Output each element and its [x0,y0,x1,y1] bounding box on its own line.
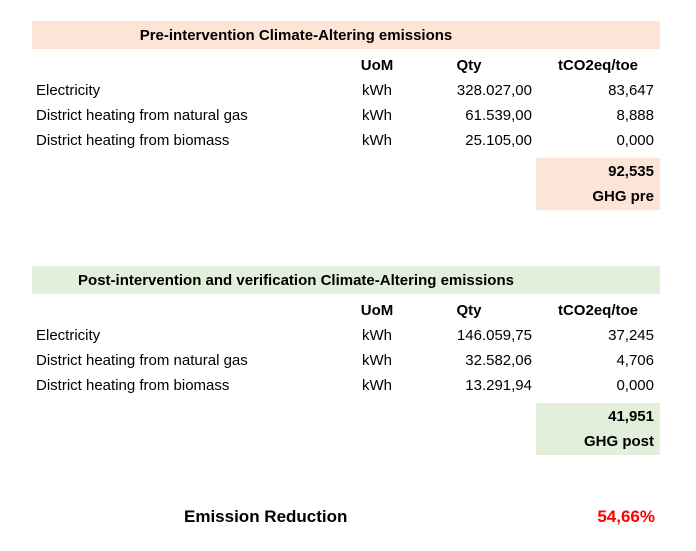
row-tco2: 8,888 [616,107,654,124]
row-label: Electricity [36,82,101,99]
table-row-biomass: District heating from biomass kWh 25.105… [32,128,660,153]
row-qty: 328.027,00 [456,82,532,99]
ghg-pre-total-value: 92,535 [608,163,654,180]
post-section-title: Post-intervention and verification Clima… [78,271,514,289]
row-label: District heating from natural gas [36,107,248,124]
row-tco2: 4,706 [616,352,654,369]
pre-column-header-row: UoM Qty tCO2eq/toe [32,53,660,78]
row-uom: kWh [362,132,392,149]
table-row-electricity: Electricity kWh 146.059,75 37,245 [32,323,660,348]
row-qty: 25.105,00 [465,132,532,149]
pre-col-header-uom: UoM [360,57,394,74]
pre-col-header-tco2: tCO2eq/toe [557,57,638,74]
ghg-pre-total-label: GHG pre [592,188,654,205]
post-section-header-band: Post-intervention and verification Clima… [32,266,660,294]
table-row-natural-gas: District heating from natural gas kWh 32… [32,348,660,373]
table-row-electricity: Electricity kWh 328.027,00 83,647 [32,78,660,103]
emission-reduction-label: Emission Reduction [184,507,348,526]
pre-section-title: Pre-intervention Climate-Altering emissi… [139,26,453,44]
row-qty: 32.582,06 [465,352,532,369]
ghg-pre-total-cell: 92,535 GHG pre [536,158,660,210]
row-tco2: 37,245 [608,327,654,344]
row-uom: kWh [362,107,392,124]
row-tco2: 0,000 [616,132,654,149]
table-row-biomass: District heating from biomass kWh 13.291… [32,373,660,398]
emission-reduction-value: 54,66% [597,507,655,526]
row-label: District heating from biomass [36,377,230,394]
row-qty: 146.059,75 [456,327,532,344]
row-uom: kWh [362,327,392,344]
row-label: District heating from biomass [36,132,230,149]
row-uom: kWh [362,377,392,394]
pre-intervention-section: Pre-intervention Climate-Altering emissi… [32,21,660,210]
emission-reduction-row: Emission Reduction 54,66% [32,504,660,534]
post-column-header-row: UoM Qty tCO2eq/toe [32,298,660,323]
ghg-post-total-label: GHG post [584,433,654,450]
post-col-header-qty: Qty [456,302,482,319]
row-tco2: 0,000 [616,377,654,394]
pre-col-header-qty: Qty [456,57,482,74]
row-tco2: 83,647 [608,82,654,99]
table-row-natural-gas: District heating from natural gas kWh 61… [32,103,660,128]
pre-section-header-band: Pre-intervention Climate-Altering emissi… [32,21,660,49]
row-uom: kWh [362,352,392,369]
row-qty: 61.539,00 [465,107,532,124]
row-label: Electricity [36,327,101,344]
post-intervention-section: Post-intervention and verification Clima… [32,266,660,455]
ghg-post-total-value: 41,951 [608,408,654,425]
post-col-header-tco2: tCO2eq/toe [557,302,638,319]
post-col-header-uom: UoM [360,302,394,319]
row-uom: kWh [362,82,392,99]
ghg-post-total-cell: 41,951 GHG post [536,403,660,455]
row-qty: 13.291,94 [465,377,532,394]
row-label: District heating from natural gas [36,352,248,369]
